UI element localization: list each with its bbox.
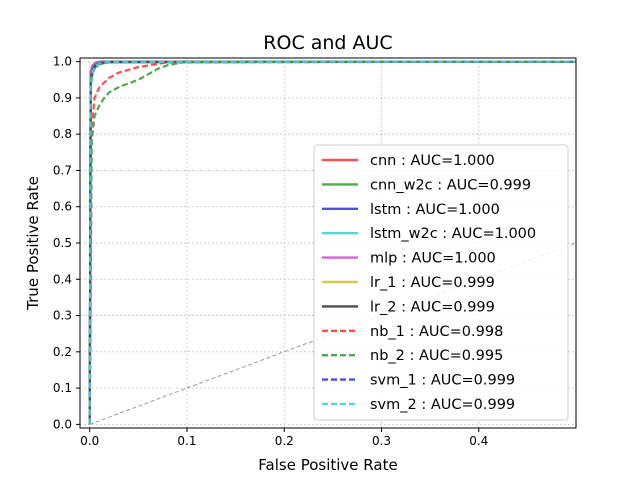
legend-label-cnn: cnn : AUC=1.000 — [370, 153, 495, 169]
legend-label-mlp: mlp : AUC=1.000 — [370, 251, 496, 267]
x-tick-label: 0.0 — [80, 434, 99, 448]
legend: cnn : AUC=1.000 cnn_w2c : AUC=0.999 lstm :… — [313, 144, 569, 421]
y-tick-label: 0.8 — [53, 127, 72, 141]
legend-label-lstm-w2c: lstm_w2c : AUC=1.000 — [370, 226, 536, 242]
x-tick-label: 0.1 — [177, 434, 196, 448]
x-tick-label: 0.4 — [469, 434, 488, 448]
legend-label-svm-2: svm_2 : AUC=0.999 — [370, 397, 515, 413]
x-tick-label: 0.2 — [275, 434, 294, 448]
legend-label-lstm: lstm : AUC=1.000 — [370, 202, 500, 218]
y-tick-label: 0.1 — [53, 381, 72, 395]
series-line-svm-2 — [88, 60, 576, 425]
series-line-nb-2 — [88, 60, 576, 425]
y-tick-label: 1.0 — [53, 55, 72, 69]
y-tick-label: 0.3 — [53, 309, 72, 323]
chart-title: ROC and AUC — [263, 32, 392, 54]
y-tick-label: 0.0 — [53, 417, 72, 431]
legend-label-lr-1: lr_1 : AUC=0.999 — [370, 275, 495, 291]
x-tick-label: 0.3 — [372, 434, 391, 448]
y-tick-label: 0.4 — [53, 272, 72, 286]
y-tick-label: 0.7 — [53, 163, 72, 177]
series-line-nb-1 — [88, 60, 576, 425]
axis-ticks: 0.0 0.1 0.2 0.3 0.4 0.0 0.1 0.2 0.3 0.4 0.5 0.6 0.7 0… — [53, 55, 488, 448]
legend-label-svm-1: svm_1 : AUC=0.999 — [370, 373, 515, 389]
diagonal-reference-line — [89, 242, 576, 425]
legend-frame — [313, 144, 569, 421]
legend-label-nb-2: nb_2 : AUC=0.995 — [370, 348, 503, 364]
y-tick-label: 0.6 — [53, 200, 72, 214]
legend-label-lr-2: lr_2 : AUC=0.999 — [370, 299, 495, 315]
x-axis-label: False Positive Rate — [258, 456, 397, 474]
legend-label-cnn-w2c: cnn_w2c : AUC=0.999 — [370, 177, 531, 193]
plot-area — [88, 60, 576, 425]
y-tick-label: 0.9 — [53, 91, 72, 105]
legend-label-nb-1: nb_1 : AUC=0.998 — [370, 324, 503, 340]
y-axis-label: True Positive Rate — [24, 176, 42, 311]
y-tick-label: 0.5 — [53, 236, 72, 250]
y-tick-label: 0.2 — [53, 345, 72, 359]
